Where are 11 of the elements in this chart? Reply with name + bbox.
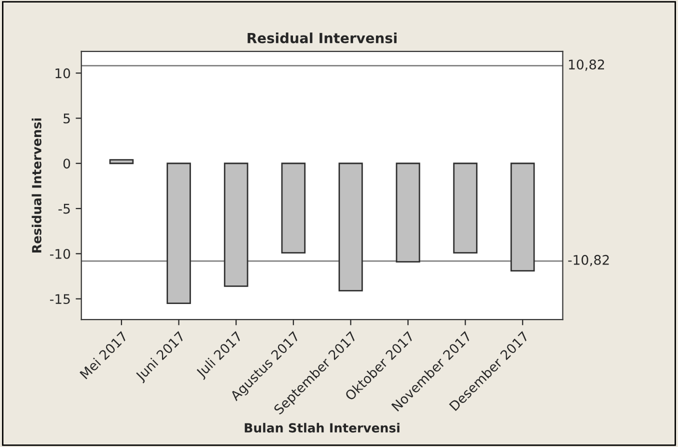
- ref-line-label: -10,82: [568, 254, 609, 266]
- x-axis-title: Bulan Stlah Intervensi: [244, 422, 400, 433]
- y-tick-label: -5: [58, 204, 70, 214]
- y-tick-label: 10: [56, 68, 70, 78]
- y-tick-label: -15: [50, 294, 70, 304]
- y-tick-label: 5: [64, 114, 70, 124]
- y-tick-label: -10: [50, 248, 70, 259]
- y-axis-title: Residual Intervensi: [32, 118, 42, 252]
- ref-line-label: 10,82: [569, 60, 604, 71]
- y-tick-label: 0: [63, 158, 70, 169]
- chart-title: Residual Intervensi: [248, 32, 397, 44]
